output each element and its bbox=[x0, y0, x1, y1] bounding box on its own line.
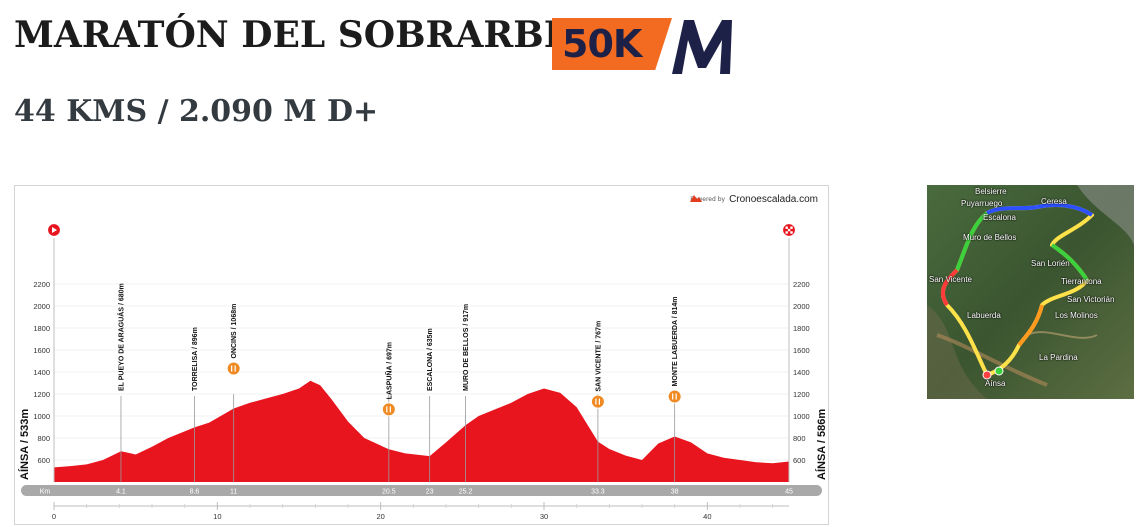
logo-badge: 50K bbox=[552, 18, 672, 70]
start-icon-arrow bbox=[52, 227, 57, 233]
elevation-area bbox=[54, 380, 789, 482]
y-tick-label-right: 2200 bbox=[793, 280, 810, 289]
km-mark: 38 bbox=[671, 489, 679, 496]
y-tick-label-right: 600 bbox=[793, 456, 806, 465]
waypoint-label: EL PUEYO DE ARAGUÁS / 680m bbox=[116, 283, 125, 391]
map-label: Aínsa bbox=[985, 379, 1006, 388]
route-map-image bbox=[927, 185, 1134, 399]
finish-flag-check bbox=[787, 228, 791, 232]
y-tick-label-right: 1200 bbox=[793, 390, 810, 399]
distance-elevation-summary: 44 KMS / 2.090 M D+ bbox=[14, 94, 379, 129]
end-label: AÍNSA / 586m bbox=[815, 409, 828, 480]
waypoint-label: ONCINS / 1068m bbox=[231, 304, 238, 359]
map-label: San Vicente bbox=[929, 275, 972, 284]
km-band bbox=[21, 485, 822, 496]
x-tick-label: 20 bbox=[376, 512, 384, 521]
aid-station-icon bbox=[381, 402, 396, 417]
map-label: La Pardina bbox=[1039, 353, 1078, 362]
logo-m-mark bbox=[672, 20, 732, 74]
start-label: AÍNSA / 533m bbox=[18, 409, 31, 480]
y-tick-label-left: 2200 bbox=[33, 280, 50, 289]
waypoint-label: SAN VICENTE / 767m bbox=[595, 321, 602, 392]
y-tick-label-right: 800 bbox=[793, 434, 806, 443]
map-label: Puyarruego bbox=[961, 199, 1003, 208]
km-mark: 4.1 bbox=[116, 489, 126, 496]
y-tick-label-left: 1800 bbox=[33, 324, 50, 333]
powered-by: Powered by Cronoescalada.com bbox=[690, 194, 818, 205]
elevation-profile-svg: 600 600 800 800 1000 1000 1200 1200 1400 1400 1600… bbox=[18, 222, 828, 521]
y-tick-label-right: 1600 bbox=[793, 346, 810, 355]
map-label: Tierrantona bbox=[1061, 277, 1102, 286]
map-label: Muro de Bellos bbox=[963, 233, 1017, 242]
finish-flag-check bbox=[785, 226, 788, 229]
map-label: Labuerda bbox=[967, 311, 1001, 320]
waypoint-label: LASPUÑA / 697m bbox=[384, 342, 393, 399]
y-tick-label-left: 800 bbox=[37, 434, 50, 443]
y-tick-label-left: 600 bbox=[37, 456, 50, 465]
logo-text: 50K bbox=[562, 22, 642, 66]
race-logo: 50K bbox=[552, 16, 742, 76]
y-tick-label-left: 1200 bbox=[33, 390, 50, 399]
powered-by-label: Powered by bbox=[690, 196, 726, 203]
waypoint-label: ESCALONA / 635m bbox=[427, 328, 434, 391]
aid-station-icon bbox=[667, 389, 682, 404]
waypoint-label: MURO DE BELLOS / 917m bbox=[463, 304, 470, 391]
waypoint-label: TORRELISA / 896m bbox=[192, 327, 199, 391]
elevation-profile-chart: 600 600 800 800 1000 1000 1200 1200 1400 1400 1600… bbox=[14, 185, 829, 525]
route-map: Belsierre Puyarruego Escalona Ceresa Mur… bbox=[927, 185, 1134, 399]
km-label: Km bbox=[40, 489, 51, 496]
km-mark: 8.6 bbox=[190, 489, 200, 496]
map-label: San Victorián bbox=[1067, 295, 1115, 304]
km-mark: 23 bbox=[426, 489, 434, 496]
x-tick-label: 40 bbox=[703, 512, 711, 521]
km-mark: 11 bbox=[230, 489, 237, 496]
finish-flag-check bbox=[790, 231, 793, 234]
cutlery-icon bbox=[231, 365, 236, 372]
aid-station-icon bbox=[226, 361, 241, 376]
finish-flag-check bbox=[785, 231, 788, 234]
map-label: Los Molinos bbox=[1055, 311, 1098, 320]
cutlery-icon bbox=[672, 393, 677, 400]
y-tick-label-right: 2000 bbox=[793, 302, 810, 311]
map-label: San Lorién bbox=[1031, 259, 1070, 268]
aid-station-icon bbox=[590, 394, 605, 409]
km-mark: 20.5 bbox=[382, 489, 396, 496]
y-tick-label-right: 1400 bbox=[793, 368, 810, 377]
y-tick-label-right: 1800 bbox=[793, 324, 810, 333]
cutlery-icon bbox=[595, 398, 600, 405]
waypoint-label: MONTE LABUERDA / 814m bbox=[672, 296, 679, 386]
x-tick-label: 30 bbox=[540, 512, 548, 521]
cronoescalada-logo-icon bbox=[690, 195, 703, 202]
y-tick-label-left: 2000 bbox=[33, 302, 50, 311]
map-label: Belsierre bbox=[975, 187, 1007, 196]
x-tick-label: 10 bbox=[213, 512, 221, 521]
cutlery-icon bbox=[386, 406, 391, 413]
y-tick-label-left: 1000 bbox=[33, 412, 50, 421]
km-mark: 45 bbox=[785, 489, 793, 496]
brand-label: Cronoescalada.com bbox=[729, 194, 818, 205]
y-tick-label-right: 1000 bbox=[793, 412, 810, 421]
km-mark: 25.2 bbox=[459, 489, 473, 496]
y-tick-label-left: 1400 bbox=[33, 368, 50, 377]
km-mark: 33.3 bbox=[591, 489, 605, 496]
map-label: Escalona bbox=[983, 213, 1016, 222]
page-title: MARATÓN DEL SOBRARBE bbox=[14, 14, 572, 56]
y-tick-label-left: 1600 bbox=[33, 346, 50, 355]
finish-flag-check bbox=[790, 226, 793, 229]
x-tick-label: 0 bbox=[52, 512, 56, 521]
map-label: Ceresa bbox=[1041, 197, 1067, 206]
